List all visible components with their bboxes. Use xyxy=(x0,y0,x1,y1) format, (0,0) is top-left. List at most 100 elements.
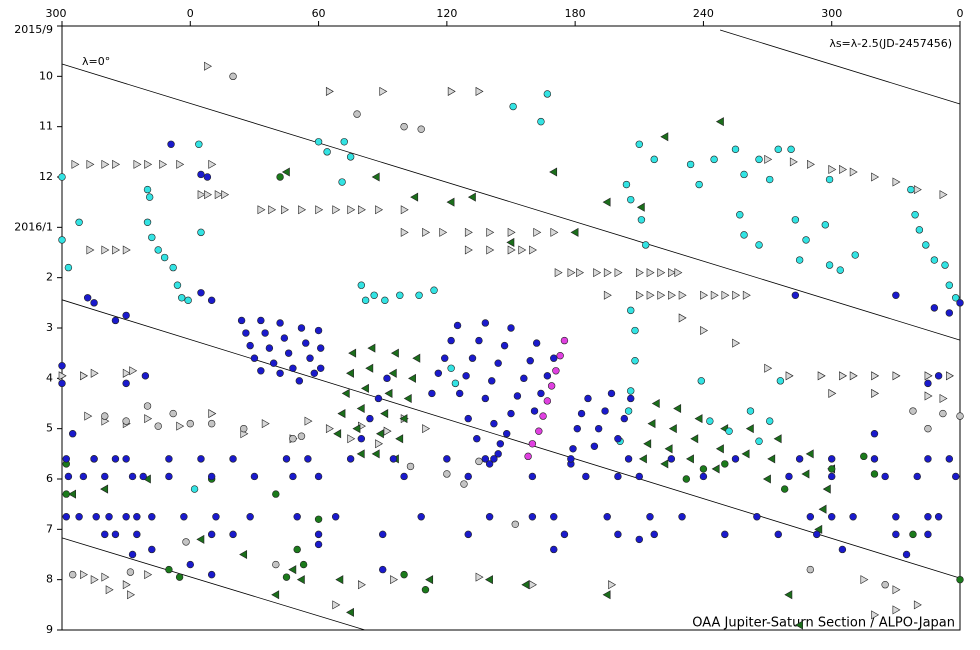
point xyxy=(668,290,676,300)
point xyxy=(141,372,150,380)
point xyxy=(488,377,496,385)
point xyxy=(732,290,741,300)
point xyxy=(101,412,109,420)
point xyxy=(481,455,490,463)
point xyxy=(352,424,361,434)
point xyxy=(122,245,131,255)
point xyxy=(101,159,110,169)
point xyxy=(128,550,137,559)
point xyxy=(715,117,724,127)
point xyxy=(892,530,900,539)
point xyxy=(403,393,412,403)
point xyxy=(83,294,92,302)
point xyxy=(388,368,397,378)
point xyxy=(494,450,502,458)
point xyxy=(417,125,425,133)
point xyxy=(913,600,922,610)
point xyxy=(871,388,880,398)
point xyxy=(795,455,804,463)
point xyxy=(314,138,323,146)
point xyxy=(451,379,460,388)
point xyxy=(143,218,152,227)
point xyxy=(281,205,289,215)
point xyxy=(614,530,622,539)
point xyxy=(281,167,290,177)
point xyxy=(323,148,331,156)
y-tick-label: 7 xyxy=(46,522,53,535)
point xyxy=(257,367,265,375)
point xyxy=(631,357,639,365)
point xyxy=(165,565,173,574)
point xyxy=(276,369,284,377)
point xyxy=(685,454,694,464)
point xyxy=(678,513,686,521)
point xyxy=(148,513,156,521)
point xyxy=(276,173,284,181)
point xyxy=(922,241,930,249)
point xyxy=(753,513,761,521)
point xyxy=(614,435,622,443)
point xyxy=(839,164,848,174)
point xyxy=(314,515,323,523)
point xyxy=(122,311,130,320)
point xyxy=(197,289,205,297)
point xyxy=(430,286,438,294)
point xyxy=(602,197,611,207)
point xyxy=(849,513,857,521)
point xyxy=(637,216,646,224)
point xyxy=(142,474,151,484)
point xyxy=(268,205,277,215)
point xyxy=(62,455,70,463)
point xyxy=(939,190,948,200)
point xyxy=(543,372,552,380)
point xyxy=(68,430,77,438)
point xyxy=(167,140,175,148)
point xyxy=(68,489,76,499)
point xyxy=(276,319,284,327)
point xyxy=(347,205,356,215)
point xyxy=(289,364,297,372)
point xyxy=(721,290,730,300)
point xyxy=(892,513,900,521)
point xyxy=(340,138,348,146)
point xyxy=(560,336,569,345)
point xyxy=(543,90,552,98)
point xyxy=(584,394,592,403)
point xyxy=(214,190,223,200)
point xyxy=(924,530,932,539)
point xyxy=(122,368,131,378)
point xyxy=(383,426,392,436)
point xyxy=(317,344,325,352)
point xyxy=(485,575,493,585)
point xyxy=(924,371,933,381)
point xyxy=(173,281,182,289)
point xyxy=(197,170,205,179)
point xyxy=(924,391,933,401)
point xyxy=(375,439,384,449)
point xyxy=(475,572,484,582)
point xyxy=(293,545,301,554)
point xyxy=(331,513,340,521)
point xyxy=(513,392,522,400)
point xyxy=(390,575,399,585)
point xyxy=(892,291,900,299)
point xyxy=(530,407,539,415)
point xyxy=(485,513,494,521)
point xyxy=(526,357,534,365)
point xyxy=(400,570,408,579)
point xyxy=(356,404,365,414)
point xyxy=(710,290,719,300)
point xyxy=(446,197,455,207)
point xyxy=(86,159,95,169)
point xyxy=(699,465,708,473)
point xyxy=(75,513,83,521)
y-tick-label: 2016/1 xyxy=(14,220,53,233)
point xyxy=(176,421,185,431)
point xyxy=(924,379,932,388)
point xyxy=(518,245,527,255)
point xyxy=(892,585,901,595)
point xyxy=(271,590,280,600)
point xyxy=(365,363,374,373)
point xyxy=(197,190,206,200)
point xyxy=(711,464,720,474)
